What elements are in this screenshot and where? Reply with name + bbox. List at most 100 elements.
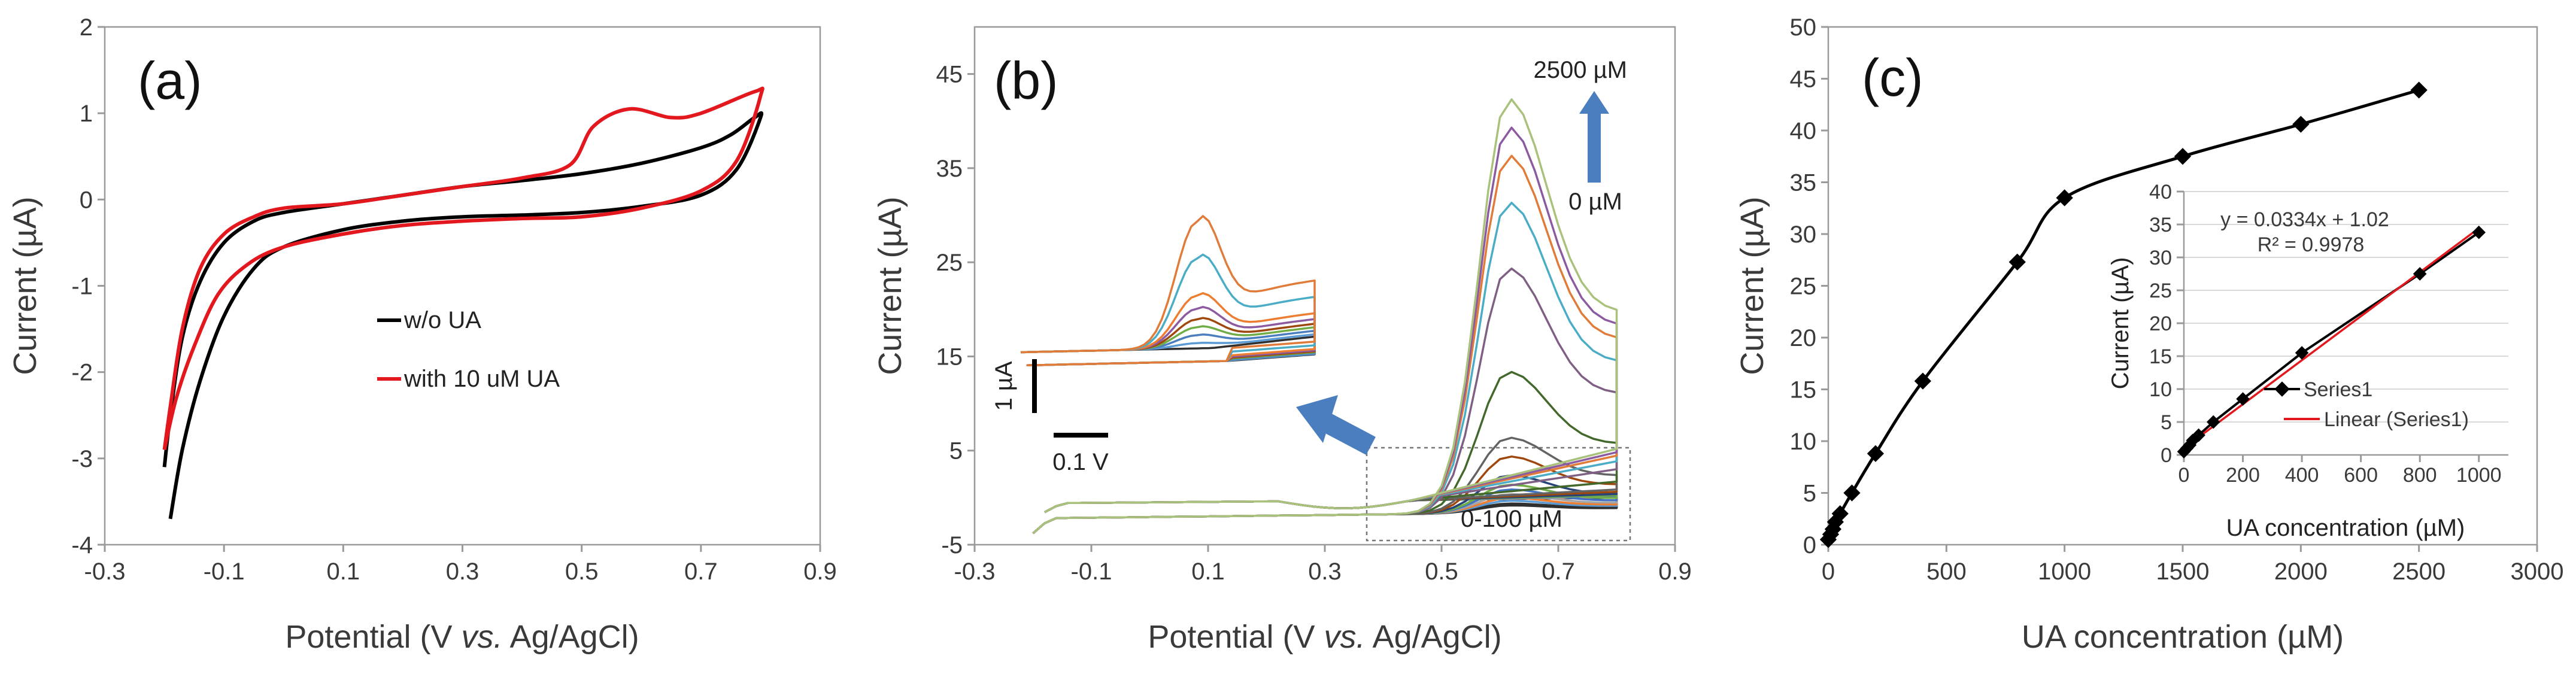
y-tick-label: 35: [1790, 170, 1817, 196]
inset-r-squared: R² = 0.9978: [2258, 233, 2365, 256]
x-axis-label-a: Potential (V vs. Ag/AgCl): [285, 619, 639, 655]
up-arrow-icon: [1579, 91, 1609, 183]
y-tick-label: 35: [2149, 214, 2172, 236]
legend-a: w/o UA with 10 uM UA: [377, 307, 560, 392]
x-tick-label: 0.7: [1542, 558, 1575, 585]
x-tick-label: 0.5: [565, 558, 599, 585]
y-tick-label: 45: [1790, 66, 1817, 93]
x-tick-label: 500: [1926, 558, 1967, 585]
inset-data-point: [2236, 392, 2250, 406]
y-tick-label: 40: [1790, 118, 1817, 144]
y-axis-label-a: Current (µA): [7, 196, 43, 375]
y-tick-label: 30: [2149, 247, 2172, 269]
y-tick-label: 40: [2149, 181, 2172, 204]
x-tick-label: 0.3: [1308, 558, 1342, 585]
annotation-0um: 0 µM: [1568, 189, 1622, 215]
panel-c: 0 500 1000 1500 2000 2500 3000 051015202530354…: [1734, 14, 2563, 655]
cv-curve-conc-15: [1032, 98, 1618, 535]
y-tick-label: 15: [936, 344, 963, 370]
inset-legend-label-series1: Series1: [2304, 378, 2372, 401]
annotation-2500um: 2500 µM: [1534, 57, 1627, 83]
inset-chart-c: 0 200 400 600 800 1000 0 5 10 15 20 25 30 35 40 y = 0…: [2107, 181, 2508, 541]
zoom-box: [1366, 447, 1631, 542]
x-tick-label: 200: [2226, 464, 2260, 487]
inset-cv-curve-8: [1020, 215, 1316, 367]
scale-label-0-1v: 0.1 V: [1052, 449, 1109, 475]
y-axis-label-c: Current (µA): [1734, 196, 1770, 375]
inset-x-axis-label: UA concentration (µM): [2226, 515, 2465, 541]
y-tick-label: -3: [71, 446, 93, 472]
y-tick-label: 25: [1790, 274, 1817, 300]
y-tick-label: 0: [2161, 444, 2172, 467]
y-tick-label: 5: [1803, 481, 1816, 507]
panel-label-c: (c): [1862, 48, 1923, 107]
data-point: [1831, 505, 1849, 523]
data-point: [1867, 445, 1885, 462]
x-tick-label: -0.1: [204, 558, 245, 585]
y-axis-label-b: Current (µA): [872, 196, 908, 375]
y-tick-label: 1: [80, 101, 93, 127]
x-tick-label: 0.1: [327, 558, 360, 585]
x-tick-label: 3000: [2511, 558, 2564, 585]
y-tick-label: 0: [1803, 532, 1816, 558]
plot-area-b: [973, 26, 1676, 546]
y-tick-label: 20: [1790, 325, 1817, 351]
inset-equation: y = 0.0334x + 1.02: [2220, 208, 2389, 231]
y-tick-label: 30: [1790, 221, 1817, 248]
inset-data-point: [2206, 415, 2220, 429]
y-tick-label: -1: [71, 274, 93, 300]
x-tick-label: 1000: [2456, 464, 2502, 487]
x-tick-label: 1000: [2038, 558, 2091, 585]
data-point: [2410, 81, 2428, 99]
x-axis-label-c: UA concentration (µM): [2022, 619, 2344, 655]
y-tick-label: 50: [1790, 14, 1817, 41]
x-tick-label: 0: [1822, 558, 1835, 585]
y-tick-label: 15: [1790, 377, 1817, 403]
x-tick-label: 1500: [2156, 558, 2210, 585]
data-point: [2174, 148, 2192, 165]
inset-data-point: [2413, 267, 2427, 281]
y-tick-label: 0: [80, 187, 93, 213]
x-tick-label: -0.3: [954, 558, 996, 585]
scale-label-1ua: 1 µA: [991, 361, 1017, 411]
data-point: [2292, 116, 2310, 133]
x-tick-label: 400: [2285, 464, 2319, 487]
zoom-arrow-icon: [1296, 395, 1376, 456]
inset-data-point: [2192, 428, 2205, 442]
data-point: [2056, 189, 2073, 207]
data-point: [2008, 253, 2026, 271]
y-tick-label: 25: [936, 250, 963, 276]
inset-y-axis-label: Current (µA): [2107, 257, 2134, 390]
x-axis-label-b: Potential (V vs. Ag/AgCl): [1148, 619, 1501, 655]
x-tick-label: 2000: [2274, 558, 2328, 585]
y-tick-label: 35: [936, 156, 963, 182]
y-tick-label: 20: [2149, 312, 2172, 335]
inset-linear-fit: [2183, 227, 2480, 450]
x-tick-label: 600: [2344, 464, 2378, 487]
y-tick-label: 10: [1790, 429, 1817, 455]
panel-label-a: (a): [138, 51, 202, 110]
data-point: [1843, 484, 1861, 502]
x-tick-label: 2500: [2392, 558, 2445, 585]
inset-legend-label-linear: Linear (Series1): [2324, 408, 2469, 431]
legend-label-wo-ua: w/o UA: [403, 307, 481, 333]
x-tick-label: 0.7: [684, 558, 718, 585]
data-point: [1914, 372, 1932, 390]
x-tick-label: 0.1: [1191, 558, 1225, 585]
y-tick-label: 25: [2149, 280, 2172, 302]
panel-label-b: (b): [994, 51, 1058, 110]
annotation-0-100um: 0-100 µM: [1461, 506, 1562, 532]
plot-area-a: [104, 26, 821, 546]
y-tick-label: 5: [949, 438, 963, 464]
y-tick-label: -2: [71, 360, 93, 386]
y-tick-label: 15: [2149, 345, 2172, 368]
y-tick-label: -5: [941, 532, 963, 558]
inset-data-point: [2295, 346, 2309, 360]
x-tick-label: -0.3: [84, 558, 126, 585]
y-tick-label: 2: [80, 14, 93, 41]
y-tick-label: -4: [71, 532, 93, 558]
x-tick-label: 0.9: [803, 558, 837, 585]
